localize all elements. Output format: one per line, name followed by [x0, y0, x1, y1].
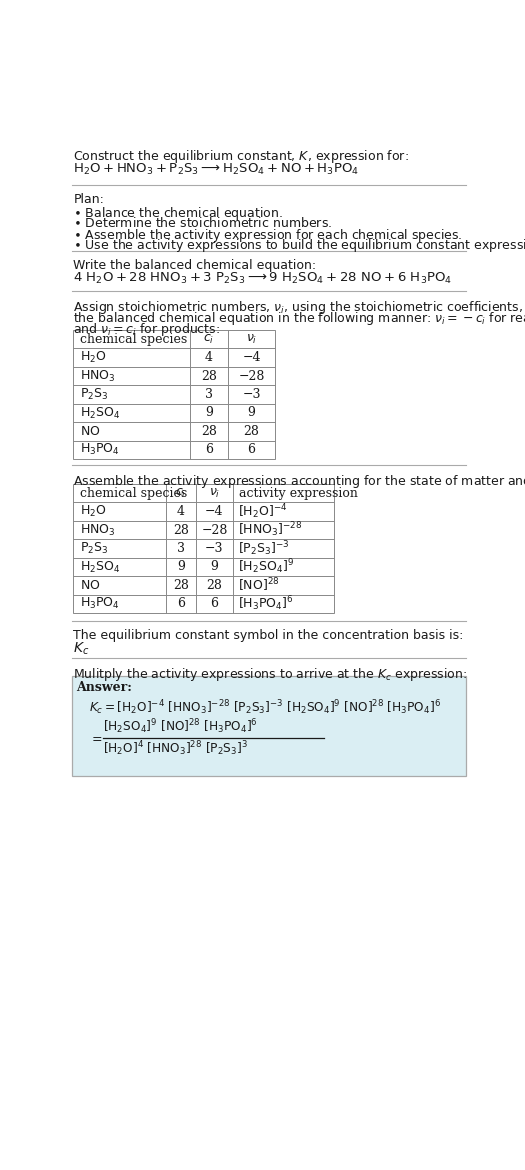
- Text: The equilibrium constant symbol in the concentration basis is:: The equilibrium constant symbol in the c…: [74, 628, 464, 641]
- Text: −4: −4: [205, 505, 224, 518]
- Text: activity expression: activity expression: [239, 487, 358, 500]
- Text: 9: 9: [177, 560, 185, 573]
- Text: Plan:: Plan:: [74, 193, 104, 206]
- Text: 28: 28: [173, 579, 189, 592]
- Text: $K_c$: $K_c$: [74, 641, 90, 658]
- Text: Mulitply the activity expressions to arrive at the $K_c$ expression:: Mulitply the activity expressions to arr…: [74, 666, 468, 682]
- Text: 28: 28: [206, 579, 223, 592]
- Text: $\mathrm{H_3PO_4}$: $\mathrm{H_3PO_4}$: [80, 597, 120, 612]
- Text: $\bullet$ Balance the chemical equation.: $\bullet$ Balance the chemical equation.: [74, 205, 284, 222]
- Text: $\mathrm{H_2O}$: $\mathrm{H_2O}$: [80, 350, 106, 365]
- Text: Assign stoichiometric numbers, $\nu_i$, using the stoichiometric coefficients, $: Assign stoichiometric numbers, $\nu_i$, …: [74, 300, 525, 316]
- Text: $\mathrm{H_3PO_4}$: $\mathrm{H_3PO_4}$: [80, 442, 120, 457]
- Text: $\nu_i$: $\nu_i$: [246, 332, 257, 345]
- Text: $[\mathrm{P_2S_3}]^{-3}$: $[\mathrm{P_2S_3}]^{-3}$: [238, 539, 289, 558]
- Text: 9: 9: [205, 406, 213, 420]
- Text: $\mathrm{NO}$: $\mathrm{NO}$: [80, 579, 100, 592]
- Text: $\mathrm{P_2S_3}$: $\mathrm{P_2S_3}$: [80, 541, 108, 556]
- Text: the balanced chemical equation in the following manner: $\nu_i = -c_i$ for react: the balanced chemical equation in the fo…: [74, 310, 525, 326]
- Text: $\mathrm{H_2O}$: $\mathrm{H_2O}$: [80, 504, 106, 519]
- Text: −3: −3: [243, 388, 261, 401]
- Text: 6: 6: [248, 443, 256, 456]
- Text: 28: 28: [244, 425, 259, 438]
- Text: 4: 4: [205, 351, 213, 364]
- Text: Answer:: Answer:: [77, 681, 132, 694]
- Text: 6: 6: [177, 598, 185, 611]
- Text: $[\mathrm{H_2SO_4}]^{9}\ [\mathrm{NO}]^{28}\ [\mathrm{H_3PO_4}]^{6}$: $[\mathrm{H_2SO_4}]^{9}\ [\mathrm{NO}]^{…: [103, 717, 258, 736]
- Bar: [74, 484, 334, 613]
- Text: chemical species: chemical species: [80, 487, 187, 500]
- Text: $c_i$: $c_i$: [203, 332, 215, 345]
- Text: 28: 28: [201, 370, 217, 383]
- Bar: [74, 330, 275, 459]
- Text: Write the balanced chemical equation:: Write the balanced chemical equation:: [74, 259, 317, 271]
- Text: 3: 3: [205, 388, 213, 401]
- Text: −4: −4: [243, 351, 261, 364]
- Text: 28: 28: [201, 425, 217, 438]
- Text: $[\mathrm{H_3PO_4}]^{6}$: $[\mathrm{H_3PO_4}]^{6}$: [238, 594, 293, 613]
- Text: −3: −3: [205, 542, 224, 555]
- Text: 6: 6: [205, 443, 213, 456]
- Text: and $\nu_i = c_i$ for products:: and $\nu_i = c_i$ for products:: [74, 321, 220, 338]
- Text: chemical species: chemical species: [80, 332, 187, 345]
- Text: $\mathrm{H_2O + HNO_3 + P_2S_3 \longrightarrow H_2SO_4 + NO + H_3PO_4}$: $\mathrm{H_2O + HNO_3 + P_2S_3 \longrigh…: [74, 161, 359, 177]
- Text: $\mathrm{P_2S_3}$: $\mathrm{P_2S_3}$: [80, 387, 108, 402]
- Text: 9: 9: [248, 406, 256, 420]
- Text: Assemble the activity expressions accounting for the state of matter and $\nu_i$: Assemble the activity expressions accoun…: [74, 473, 525, 490]
- Text: 28: 28: [173, 523, 189, 537]
- Text: −28: −28: [201, 523, 228, 537]
- Text: 3: 3: [177, 542, 185, 555]
- Text: $\mathrm{NO}$: $\mathrm{NO}$: [80, 425, 100, 438]
- Text: $\mathrm{H_2SO_4}$: $\mathrm{H_2SO_4}$: [80, 406, 120, 420]
- Text: $=$: $=$: [89, 731, 102, 744]
- Text: 4: 4: [177, 505, 185, 518]
- Text: $\bullet$ Assemble the activity expression for each chemical species.: $\bullet$ Assemble the activity expressi…: [74, 227, 463, 243]
- Text: $\nu_i$: $\nu_i$: [209, 487, 220, 500]
- Text: $\mathrm{4\ H_2O + 28\ HNO_3 + 3\ P_2S_3 \longrightarrow 9\ H_2SO_4 + 28\ NO + 6: $\mathrm{4\ H_2O + 28\ HNO_3 + 3\ P_2S_3…: [74, 271, 453, 287]
- Text: $\mathrm{H_2SO_4}$: $\mathrm{H_2SO_4}$: [80, 559, 120, 574]
- Text: $\mathrm{HNO_3}$: $\mathrm{HNO_3}$: [80, 369, 115, 384]
- Text: $[\mathrm{H_2O}]^{4}\ [\mathrm{HNO_3}]^{28}\ [\mathrm{P_2S_3}]^{3}$: $[\mathrm{H_2O}]^{4}\ [\mathrm{HNO_3}]^{…: [103, 739, 248, 758]
- Text: $[\mathrm{H_2SO_4}]^{9}$: $[\mathrm{H_2SO_4}]^{9}$: [238, 558, 293, 577]
- Text: $[\mathrm{HNO_3}]^{-28}$: $[\mathrm{HNO_3}]^{-28}$: [238, 521, 302, 539]
- Text: $c_i$: $c_i$: [175, 487, 187, 500]
- Text: $K_c = [\mathrm{H_2O}]^{-4}\ [\mathrm{HNO_3}]^{-28}\ [\mathrm{P_2S_3}]^{-3}\ [\m: $K_c = [\mathrm{H_2O}]^{-4}\ [\mathrm{HN…: [89, 697, 441, 716]
- Text: Construct the equilibrium constant, $K$, expression for:: Construct the equilibrium constant, $K$,…: [74, 149, 409, 165]
- Text: $\mathrm{HNO_3}$: $\mathrm{HNO_3}$: [80, 523, 115, 537]
- Text: $[\mathrm{H_2O}]^{-4}$: $[\mathrm{H_2O}]^{-4}$: [238, 502, 287, 521]
- Text: $\bullet$ Determine the stoichiometric numbers.: $\bullet$ Determine the stoichiometric n…: [74, 215, 332, 229]
- Text: $[\mathrm{NO}]^{28}$: $[\mathrm{NO}]^{28}$: [238, 577, 279, 594]
- Text: 6: 6: [211, 598, 218, 611]
- Text: 9: 9: [211, 560, 218, 573]
- Text: $\bullet$ Use the activity expressions to build the equilibrium constant express: $\bullet$ Use the activity expressions t…: [74, 238, 525, 254]
- Text: −28: −28: [238, 370, 265, 383]
- FancyBboxPatch shape: [72, 676, 466, 777]
